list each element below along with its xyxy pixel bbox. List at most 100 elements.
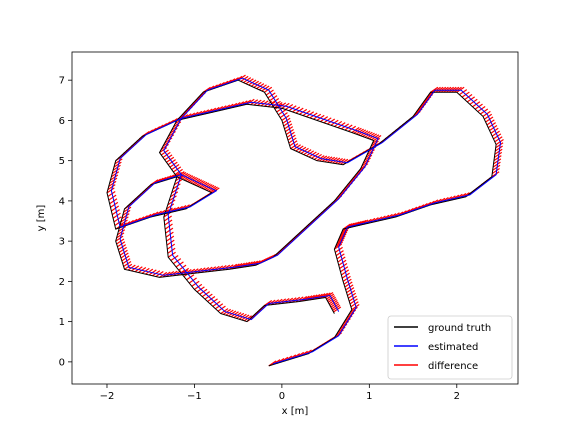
difference-line [167, 131, 176, 138]
difference-line [284, 123, 293, 130]
difference-line [495, 142, 504, 149]
difference-line [338, 259, 347, 266]
difference-line [314, 293, 323, 300]
difference-line [110, 174, 119, 181]
difference-line [322, 292, 331, 299]
difference-line [372, 137, 381, 144]
difference-line [229, 263, 238, 270]
x-tick-label: 0 [279, 391, 285, 402]
x-axis-ticks: −2 −1 0 1 2 [100, 384, 460, 402]
difference-line [348, 295, 357, 302]
difference-line [341, 272, 350, 279]
difference-line [366, 149, 375, 156]
y-tick-label: 4 [59, 196, 65, 207]
difference-line [347, 289, 356, 296]
series-line-estimated [110, 77, 502, 365]
difference-line [295, 296, 304, 303]
y-tick-label: 0 [59, 357, 65, 368]
difference-line [304, 295, 313, 302]
difference-line [309, 294, 318, 301]
difference-line [162, 271, 171, 278]
difference-line [109, 198, 118, 205]
difference-line [342, 275, 351, 282]
y-tick-label: 1 [59, 317, 65, 328]
difference-line [252, 260, 261, 267]
difference-line [340, 229, 349, 236]
difference-line [494, 148, 503, 155]
x-tick-label: 1 [366, 391, 372, 402]
difference-line [111, 171, 120, 178]
difference-line [282, 117, 291, 124]
difference-line [283, 120, 292, 127]
difference-line [306, 294, 315, 301]
difference-line [110, 201, 119, 208]
difference-line [349, 298, 358, 305]
difference-line [285, 297, 294, 304]
difference-line [285, 126, 294, 133]
difference-line [112, 164, 121, 171]
difference-line [166, 271, 175, 278]
difference-line [164, 223, 173, 230]
difference-line [292, 296, 301, 303]
difference-line [334, 241, 343, 248]
difference-line [159, 147, 168, 154]
difference-line [183, 269, 192, 276]
difference-line [166, 243, 176, 250]
difference-line [108, 194, 117, 201]
difference-line [166, 203, 175, 210]
difference-line [346, 287, 355, 294]
difference-line [492, 164, 501, 171]
difference-line [362, 157, 371, 164]
y-tick-label: 7 [59, 76, 65, 87]
difference-line [118, 244, 127, 251]
difference-line [267, 299, 276, 306]
difference-line [242, 261, 251, 268]
difference-line [335, 250, 344, 257]
difference-line [301, 295, 310, 302]
difference-line [172, 183, 181, 190]
difference-line [299, 295, 308, 302]
difference-line [365, 151, 374, 158]
x-tick-label: 2 [454, 391, 460, 402]
difference-line [111, 168, 120, 175]
difference-line [164, 219, 173, 226]
difference-line [288, 137, 297, 144]
difference-line [167, 251, 176, 258]
difference-line [162, 140, 171, 147]
difference-line [290, 143, 299, 150]
legend-box [387, 315, 513, 380]
difference-line [334, 243, 343, 250]
difference-line [340, 266, 349, 273]
difference-line [113, 161, 122, 168]
difference-line [341, 227, 350, 234]
x-tick-label: −1 [187, 391, 202, 402]
difference-line [190, 268, 199, 275]
difference-line [339, 262, 348, 270]
difference-line [167, 199, 176, 206]
difference-line [337, 256, 346, 263]
difference-line [236, 262, 245, 269]
difference-line [370, 140, 379, 147]
difference-line [215, 265, 224, 272]
difference-line [107, 184, 116, 191]
y-tick-label: 5 [59, 156, 65, 167]
difference-line [122, 209, 131, 216]
difference-line [278, 298, 287, 305]
difference-line [430, 86, 439, 93]
difference-line [364, 154, 373, 161]
difference-line [164, 137, 173, 144]
series-line-ground-truth [106, 79, 497, 367]
difference-line [339, 231, 348, 238]
difference-line [289, 140, 298, 147]
difference-line [114, 158, 123, 165]
difference-line [116, 238, 125, 245]
difference-line [288, 297, 297, 304]
difference-line [120, 216, 129, 223]
difference-line [165, 227, 174, 234]
y-axis-ticks: 0 1 2 3 4 5 6 7 [59, 76, 72, 368]
difference-line [119, 219, 128, 226]
difference-line [317, 293, 326, 300]
difference-line [165, 231, 174, 238]
difference-line [344, 281, 353, 288]
